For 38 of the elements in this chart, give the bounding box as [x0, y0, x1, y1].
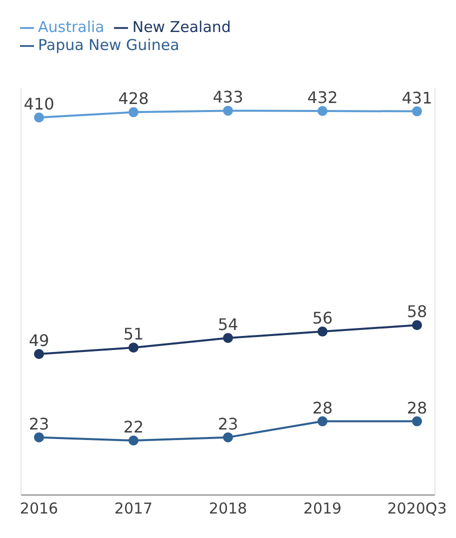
point [34, 348, 44, 359]
data-label: 58 [406, 302, 428, 322]
point [128, 342, 138, 353]
point [128, 107, 138, 118]
point [412, 416, 422, 426]
point [318, 326, 328, 337]
x-tick-label: 2017 [114, 500, 153, 518]
data-label: 22 [123, 418, 144, 437]
data-label: 28 [312, 398, 333, 418]
data-label: 432 [307, 88, 338, 108]
data-label: 428 [118, 89, 149, 108]
legend-label: Papua New Guinea [38, 36, 180, 54]
data-label: 51 [123, 324, 144, 344]
point [223, 432, 233, 442]
data-label: 433 [212, 88, 244, 107]
point [318, 106, 328, 116]
data-label: 410 [24, 94, 54, 114]
point [34, 432, 44, 442]
x-tick-label: 2020Q3 [387, 500, 447, 518]
point [223, 106, 233, 116]
data-label: 23 [218, 414, 238, 434]
data-label: 54 [218, 314, 238, 334]
point [318, 416, 328, 426]
data-label: 49 [28, 330, 50, 350]
x-tick-label: 2019 [303, 500, 342, 518]
point [412, 106, 422, 116]
data-label: 28 [406, 398, 428, 418]
point [128, 436, 138, 446]
x-tick-label: 2018 [208, 500, 248, 518]
data-label: 23 [28, 414, 50, 434]
legend-label: New Zealand [132, 18, 231, 36]
data-label: 431 [402, 88, 432, 108]
point [223, 332, 233, 343]
point [412, 320, 422, 330]
point [34, 112, 44, 122]
x-tick-label: 2016 [20, 500, 58, 518]
legend-label: Australia [38, 18, 104, 36]
data-label: 56 [312, 308, 333, 328]
